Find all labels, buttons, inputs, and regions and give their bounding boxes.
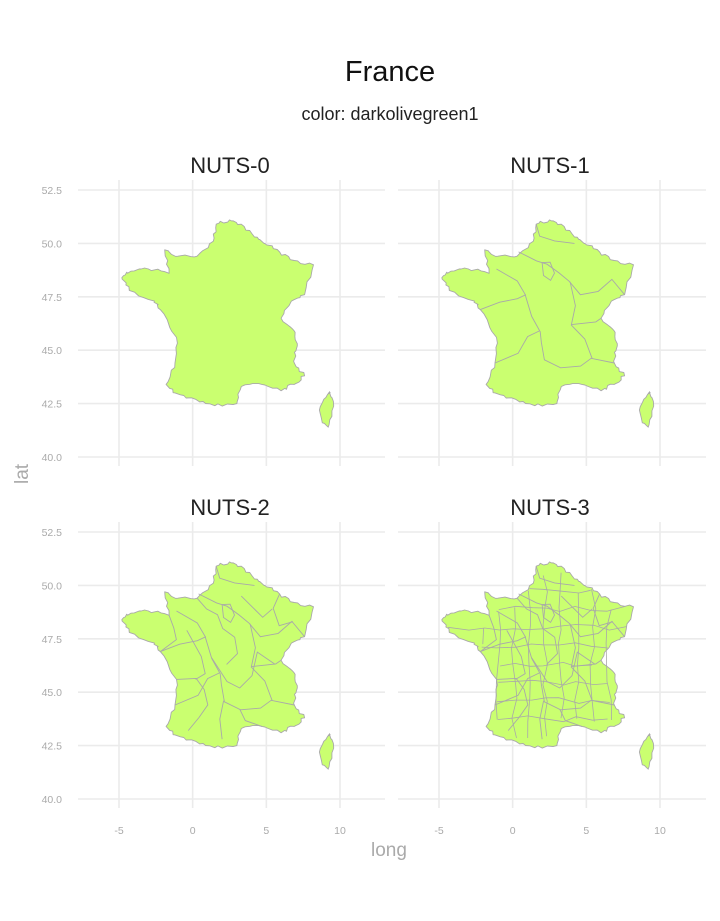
region-border	[539, 700, 545, 740]
panel-title-nuts1: NUTS-1	[510, 153, 590, 178]
department-border	[448, 624, 627, 631]
department-border	[500, 661, 592, 667]
region-border	[535, 566, 575, 586]
region-border	[496, 610, 615, 711]
x-tick-label: 5	[583, 825, 589, 837]
region-border	[592, 593, 614, 627]
region-border	[480, 615, 497, 652]
y-tick-label: 50.0	[42, 580, 63, 592]
chart-title: France	[344, 56, 436, 88]
x-tick-label: -5	[434, 825, 443, 837]
panel-title-nuts0: NUTS-0	[190, 153, 270, 178]
region-border	[496, 268, 615, 369]
region-border	[541, 261, 555, 282]
corsica	[638, 732, 655, 770]
region-border	[535, 224, 575, 244]
department-border	[527, 590, 531, 739]
y-tick-label: 47.5	[42, 634, 63, 646]
region-border	[160, 636, 207, 653]
department-border	[574, 592, 580, 719]
corsica	[638, 390, 655, 428]
region-border	[569, 623, 593, 701]
region-border	[249, 623, 273, 701]
x-tick-label: 0	[190, 825, 196, 837]
x-tick-label: 10	[334, 825, 346, 837]
region-border	[198, 593, 305, 638]
chart-subtitle: color: darkolivegreen1	[301, 104, 479, 124]
region-border	[176, 677, 209, 731]
region-border	[215, 566, 255, 586]
department-border	[481, 642, 608, 649]
region-border	[196, 597, 238, 665]
map-panel-0	[78, 180, 385, 466]
department-border	[605, 609, 612, 721]
region-border	[160, 615, 177, 652]
map-panel-3	[398, 522, 706, 808]
department-border	[558, 572, 565, 719]
region-border	[496, 677, 529, 731]
region-border	[494, 330, 540, 364]
x-tick-label: 5	[263, 825, 269, 837]
region-border	[560, 595, 593, 618]
y-tick-label: 52.5	[42, 527, 63, 539]
y-tick-label: 40.0	[42, 794, 63, 806]
panel-title-nuts3: NUTS-3	[510, 495, 590, 520]
y-tick-label: 47.5	[42, 292, 63, 304]
y-tick-label: 50.0	[42, 238, 63, 250]
department-border	[589, 589, 597, 722]
department-border	[529, 588, 591, 594]
france-mainland	[441, 561, 634, 749]
map-panel-2	[78, 522, 385, 808]
y-tick-label: 42.5	[42, 741, 63, 753]
region-border	[186, 630, 206, 680]
region-border	[176, 610, 295, 711]
x-tick-label: 10	[654, 825, 666, 837]
corsica	[318, 390, 335, 428]
y-tick-label: 42.5	[42, 399, 63, 411]
region-border	[480, 294, 527, 311]
region-border	[219, 700, 225, 740]
region-border	[272, 593, 294, 627]
y-tick-label: 45.0	[42, 687, 63, 699]
region-border	[251, 659, 282, 668]
y-tick-label: 52.5	[42, 185, 63, 197]
region-border	[240, 595, 273, 618]
region-border	[541, 603, 555, 624]
region-border	[571, 317, 602, 326]
x-tick-label: -5	[114, 825, 123, 837]
y-tick-label: 40.0	[42, 452, 63, 464]
region-border	[239, 709, 263, 727]
region-border	[221, 603, 235, 624]
region-border	[518, 251, 625, 296]
y-tick-label: 45.0	[42, 345, 63, 357]
map-panel-1	[398, 180, 706, 466]
region-border	[569, 281, 593, 359]
france-mainland	[441, 219, 634, 407]
department-border	[511, 607, 518, 739]
region-border	[211, 651, 276, 689]
panel-title-nuts2: NUTS-2	[190, 495, 270, 520]
x-tick-label: 0	[510, 825, 516, 837]
x-axis-label: long	[371, 840, 407, 861]
department-border	[495, 611, 502, 720]
department-border	[482, 628, 484, 645]
france-mainland	[121, 561, 314, 749]
france-mainland	[121, 219, 314, 407]
department-border	[497, 715, 608, 723]
department-border	[542, 575, 548, 737]
department-border	[496, 697, 610, 704]
corsica	[318, 732, 335, 770]
